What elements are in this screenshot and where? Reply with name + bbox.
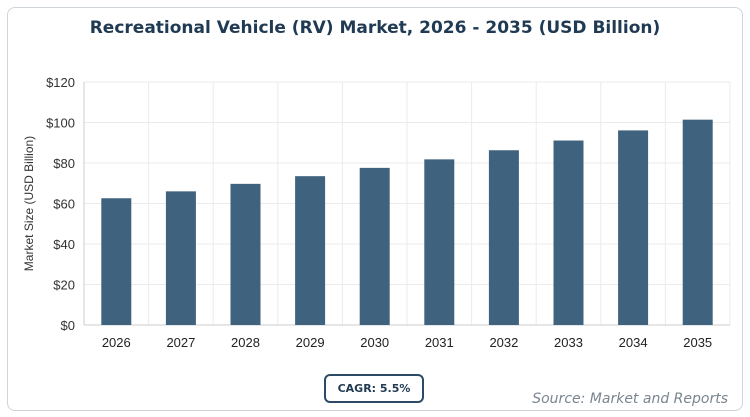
y-tick-label: $80	[53, 156, 75, 171]
bar-2035	[682, 119, 713, 325]
bar-2030	[359, 167, 390, 325]
x-tick-label: 2026	[102, 335, 131, 350]
x-tick-label: 2027	[166, 335, 195, 350]
y-tick-label: $120	[46, 75, 75, 90]
cagr-badge: CAGR: 5.5%	[324, 374, 424, 403]
y-tick-label: $60	[53, 197, 75, 212]
chart-title: Recreational Vehicle (RV) Market, 2026 -…	[89, 18, 661, 38]
x-tick-label: 2031	[425, 335, 454, 350]
bar-2033	[553, 140, 584, 325]
x-tick-label: 2035	[683, 335, 712, 350]
y-tick-label: $40	[53, 237, 75, 252]
y-tick-label: $0	[61, 318, 75, 333]
y-axis-title: Market Size (USD Billion)	[22, 136, 36, 271]
x-tick-label: 2032	[489, 335, 518, 350]
x-tick-label: 2034	[619, 335, 648, 350]
y-tick-label: $20	[53, 278, 75, 293]
bar-2031	[424, 159, 455, 325]
x-tick-label: 2030	[360, 335, 389, 350]
bar-2026	[101, 198, 132, 325]
bar-2029	[295, 176, 326, 325]
bar-2032	[488, 150, 519, 325]
y-tick-label: $100	[46, 116, 75, 131]
x-tick-label: 2028	[231, 335, 260, 350]
x-tick-label: 2033	[554, 335, 583, 350]
x-tick-label: 2029	[296, 335, 325, 350]
bar-2034	[618, 130, 649, 325]
bar-2028	[230, 183, 261, 325]
bar-2027	[165, 191, 196, 325]
source-text: Source: Market and Reports	[532, 391, 728, 407]
